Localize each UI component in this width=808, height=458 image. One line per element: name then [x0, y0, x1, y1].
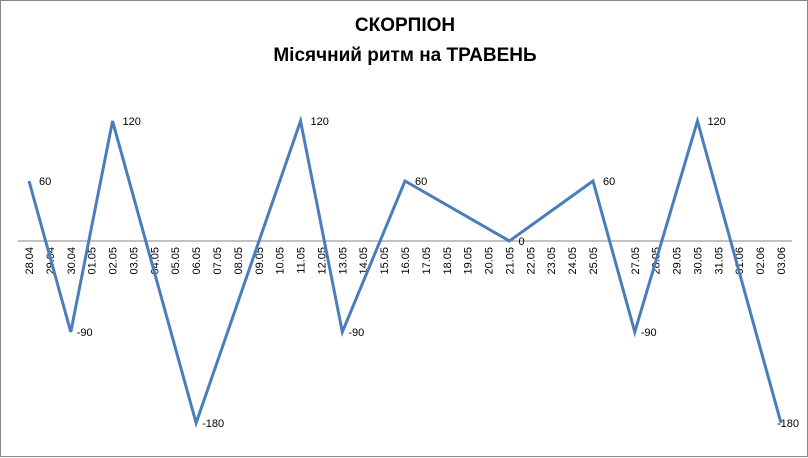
data-label: 60	[415, 176, 427, 188]
x-tick-label: 25.05	[588, 247, 600, 275]
x-tick-label: 22.05	[525, 247, 537, 275]
data-label: 60	[603, 176, 615, 188]
x-tick-label: 01.05	[87, 247, 99, 275]
x-tick-label: 03.06	[776, 247, 788, 275]
data-label: 120	[311, 116, 329, 128]
data-label: 120	[123, 116, 141, 128]
x-tick-label: 18.05	[442, 247, 454, 275]
x-tick-label: 05.05	[170, 247, 182, 275]
x-tick-label: 16.05	[400, 247, 412, 275]
x-tick-label: 11.05	[296, 247, 308, 274]
data-label: -90	[77, 327, 93, 339]
x-tick-label: 20.05	[484, 247, 496, 275]
x-tick-label: 15.05	[379, 247, 391, 275]
x-tick-label: 17.05	[421, 247, 433, 275]
x-tick-label: 13.05	[337, 247, 349, 275]
x-tick-label: 02.06	[755, 247, 767, 275]
data-label: -180	[202, 418, 224, 430]
x-tick-label: 27.05	[630, 247, 642, 275]
x-tick-label: 10.05	[275, 247, 287, 275]
x-tick-label: 30.05	[692, 247, 704, 275]
x-tick-label: 30.04	[66, 247, 78, 275]
x-tick-label: 29.05	[672, 247, 684, 275]
x-tick-label: 06.05	[191, 247, 203, 275]
data-label: 60	[39, 176, 51, 188]
data-label: 120	[707, 116, 725, 128]
x-tick-label: 24.05	[567, 247, 579, 275]
data-label: 0	[518, 236, 524, 248]
data-label: -90	[641, 327, 657, 339]
x-tick-label: 02.05	[108, 247, 120, 275]
x-tick-label: 08.05	[233, 247, 245, 275]
x-tick-label: 23.05	[546, 247, 558, 275]
x-tick-label: 07.05	[212, 247, 224, 275]
data-label: -180	[777, 418, 799, 430]
x-tick-label: 19.05	[463, 247, 475, 275]
data-label: -90	[348, 327, 364, 339]
x-tick-label: 03.05	[128, 247, 140, 275]
x-tick-label: 31.05	[713, 247, 725, 275]
x-tick-label: 21.05	[504, 247, 516, 275]
x-tick-label: 28.04	[24, 247, 36, 275]
